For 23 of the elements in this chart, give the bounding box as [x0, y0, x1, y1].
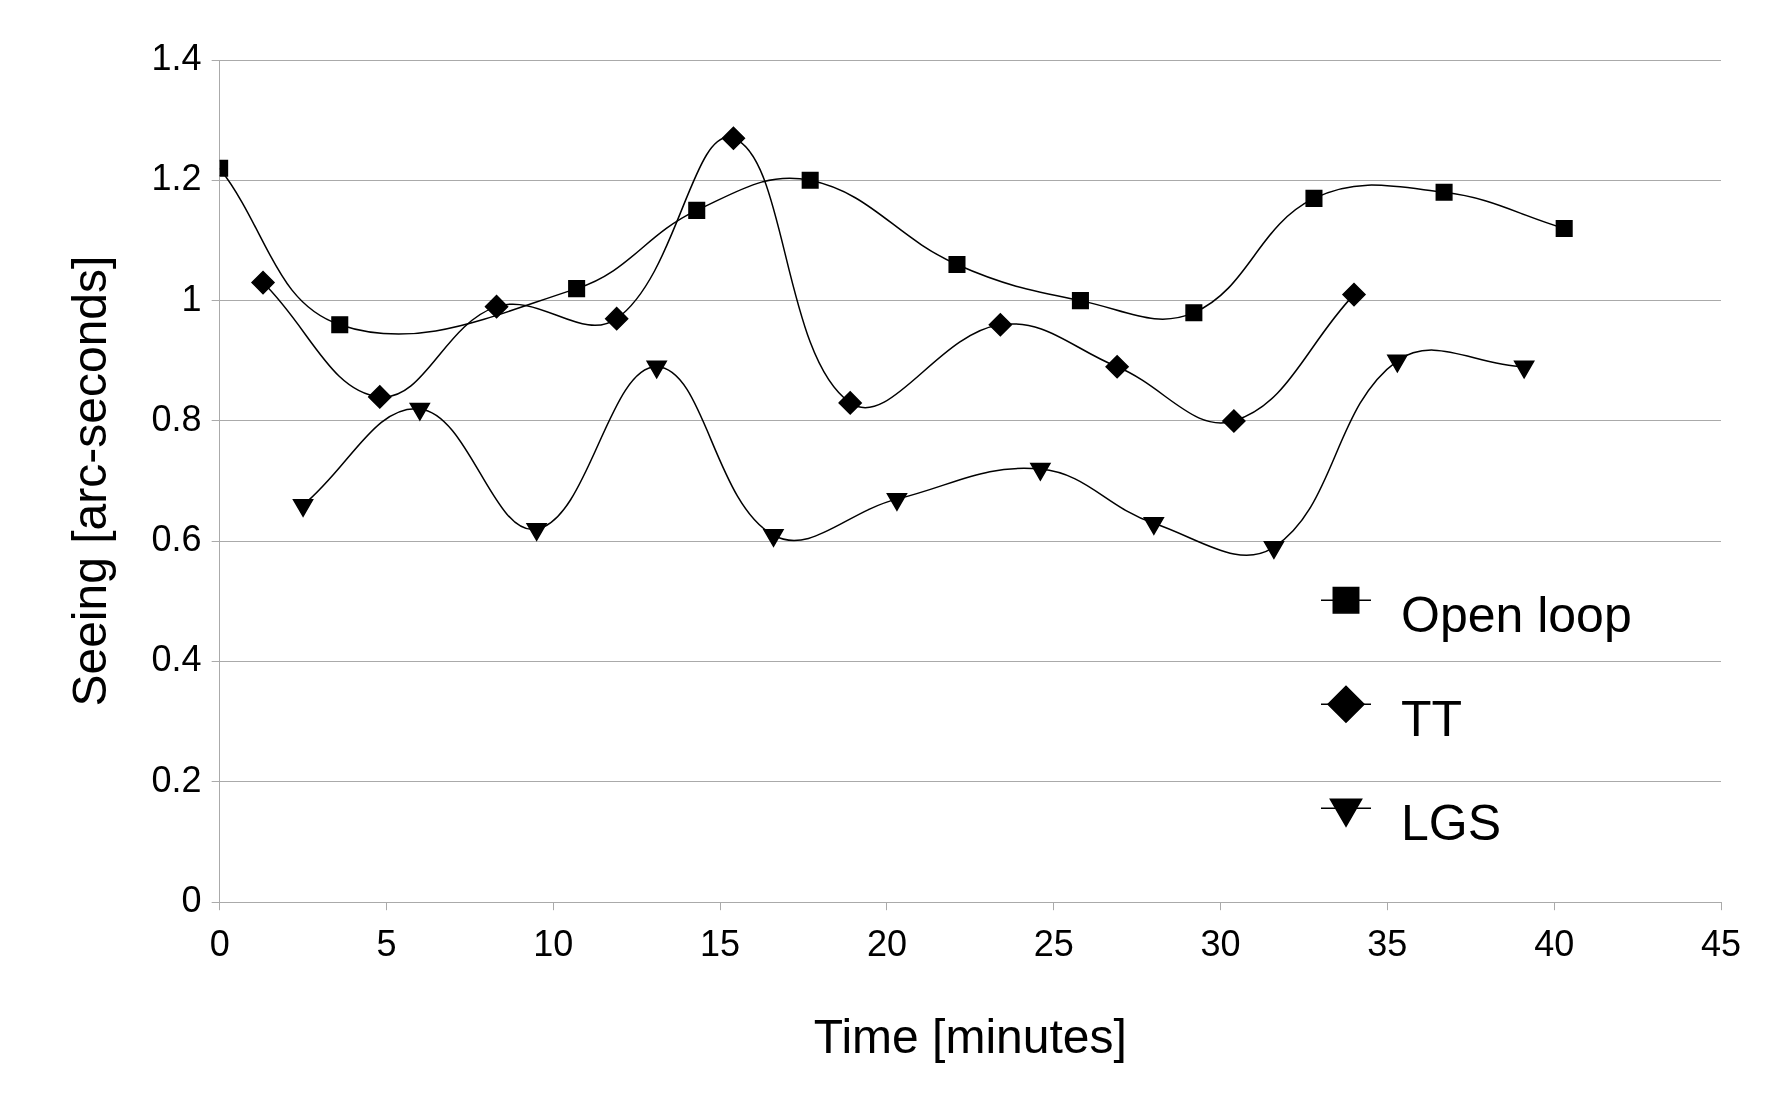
y-tick-label: 0.2	[151, 758, 202, 800]
y-tick-label: 0	[181, 879, 202, 921]
x-tick-label: 15	[700, 922, 741, 964]
x-tick-label: 35	[1367, 922, 1408, 964]
x-tick-label: 0	[209, 922, 230, 964]
x-axis-title: Time [minutes]	[813, 1010, 1127, 1064]
y-tick-label: 1.2	[151, 157, 202, 199]
x-tick-label: 5	[376, 922, 397, 964]
x-tick-label: 30	[1200, 922, 1241, 964]
legend-label: TT	[1401, 690, 1463, 747]
x-tick-label: 20	[866, 922, 907, 964]
x-tick-label: 45	[1700, 922, 1742, 964]
y-tick-label: 1.4	[151, 36, 202, 78]
x-tick-label: 40	[1534, 922, 1575, 964]
x-tick-label: 25	[1033, 922, 1074, 964]
y-tick-label: 0.6	[151, 518, 202, 560]
legend-label: Open loop	[1401, 586, 1632, 643]
x-tick-label: 10	[533, 922, 574, 964]
y-tick-label: 0.4	[151, 638, 202, 680]
y-axis-title: Seeing [arc-seconds]	[63, 255, 117, 707]
legend-label: LGS	[1401, 794, 1502, 851]
y-tick-label: 1	[181, 277, 202, 319]
y-tick-label: 0.8	[151, 397, 202, 439]
